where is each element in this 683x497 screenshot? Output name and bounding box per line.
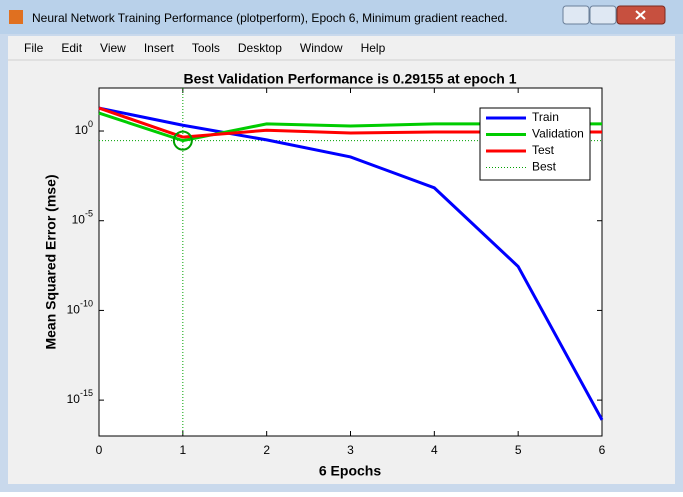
legend-label: Train — [532, 110, 559, 124]
x-tick-label: 0 — [96, 443, 103, 457]
minimize-button[interactable] — [562, 5, 590, 25]
menu-item[interactable]: Desktop — [238, 41, 282, 55]
menu-item[interactable]: Tools — [192, 41, 220, 55]
x-tick-label: 2 — [263, 443, 270, 457]
menu-item[interactable]: Edit — [61, 41, 82, 55]
window-title: Neural Network Training Performance (plo… — [32, 11, 508, 25]
chart-title: Best Validation Performance is 0.29155 a… — [183, 71, 516, 87]
y-tick-label: 10-5 — [72, 209, 93, 227]
x-tick-label: 4 — [431, 443, 438, 457]
menu-item[interactable]: File — [24, 41, 44, 55]
y-tick-label: 10-10 — [67, 299, 93, 317]
menu-item[interactable]: Insert — [144, 41, 175, 55]
x-tick-label: 6 — [599, 443, 606, 457]
app-icon — [9, 10, 23, 24]
close-icon — [635, 10, 646, 20]
x-tick-label: 3 — [347, 443, 354, 457]
menu-bar: File Edit View Insert Tools Desktop Window Help — [24, 41, 386, 55]
series-line — [98, 106, 604, 421]
y-tick-label: 100 — [75, 119, 93, 137]
best-marker — [172, 130, 193, 151]
menu-item[interactable]: Help — [361, 41, 386, 55]
legend-label: Test — [532, 143, 555, 157]
menu-item[interactable]: Window — [300, 41, 343, 55]
y-tick-label: 10-15 — [67, 388, 93, 406]
legend-label: Validation — [532, 127, 584, 141]
y-axis-label: Mean Squared Error (mse) — [43, 174, 59, 349]
x-tick-label: 5 — [515, 443, 522, 457]
menu-item[interactable]: View — [100, 41, 126, 55]
x-axis-label: 6 Epochs — [319, 463, 381, 479]
x-tick-label: 1 — [179, 443, 186, 457]
maximize-button[interactable] — [589, 5, 617, 25]
legend-label: Best — [532, 160, 557, 174]
